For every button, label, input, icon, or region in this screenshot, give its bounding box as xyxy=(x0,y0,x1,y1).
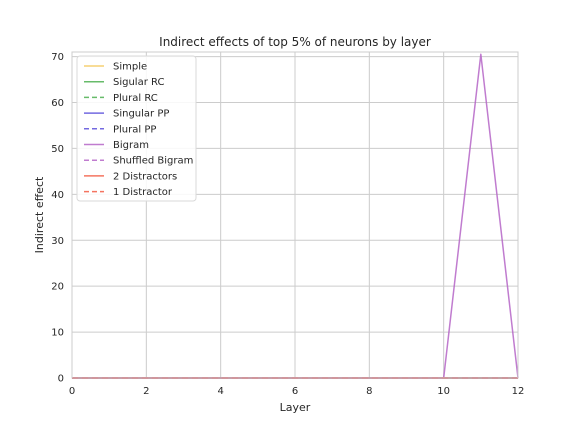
y-tick-label: 40 xyxy=(51,190,64,201)
x-tick-label: 10 xyxy=(437,386,450,397)
legend-label-bigram: Bigram xyxy=(113,140,149,151)
legend-label-2-distractors: 2 Distractors xyxy=(113,171,177,182)
x-tick-label: 6 xyxy=(292,386,298,397)
legend-label-sigular-rc: Sigular RC xyxy=(113,77,164,88)
x-axis-label: Layer xyxy=(280,401,311,414)
y-tick-label: 30 xyxy=(51,236,64,247)
x-tick-label: 8 xyxy=(366,386,372,397)
x-tick-label: 0 xyxy=(69,386,75,397)
legend: Simple Sigular RC Plural RC Singular PP Plur… xyxy=(76,55,197,202)
plot-frame xyxy=(71,51,519,379)
y-tick-label: 70 xyxy=(51,52,64,63)
legend-label-simple: Simple xyxy=(113,62,147,73)
y-tick-label: 0 xyxy=(58,374,64,385)
legend-label-1-distractor: 1 Distractor xyxy=(113,187,173,198)
y-axis-label: Indirect effect xyxy=(33,176,46,253)
y-tick-label: 50 xyxy=(51,144,64,155)
legend-label-shuffled-bigram: Shuffled Bigram xyxy=(113,156,193,167)
legend-items: Simple Sigular RC Plural RC Singular PP Plur… xyxy=(84,62,193,198)
chart-title: Indirect effects of top 5% of neurons by… xyxy=(159,35,431,49)
legend-box xyxy=(76,55,197,202)
y-tick-label: 10 xyxy=(51,328,64,339)
x-tick-label: 2 xyxy=(143,386,149,397)
x-tick-label: 4 xyxy=(217,386,223,397)
y-tick-label: 60 xyxy=(51,98,64,109)
tick-layer: 0 2 4 6 8 10 12 0 10 20 30 40 50 60 70 xyxy=(51,52,524,397)
legend-label-plural-rc: Plural RC xyxy=(113,93,158,104)
legend-label-singular-pp: Singular PP xyxy=(113,109,169,120)
y-tick-label: 20 xyxy=(51,282,64,293)
legend-label-plural-pp: Plural PP xyxy=(113,124,156,135)
x-tick-label: 12 xyxy=(512,386,525,397)
